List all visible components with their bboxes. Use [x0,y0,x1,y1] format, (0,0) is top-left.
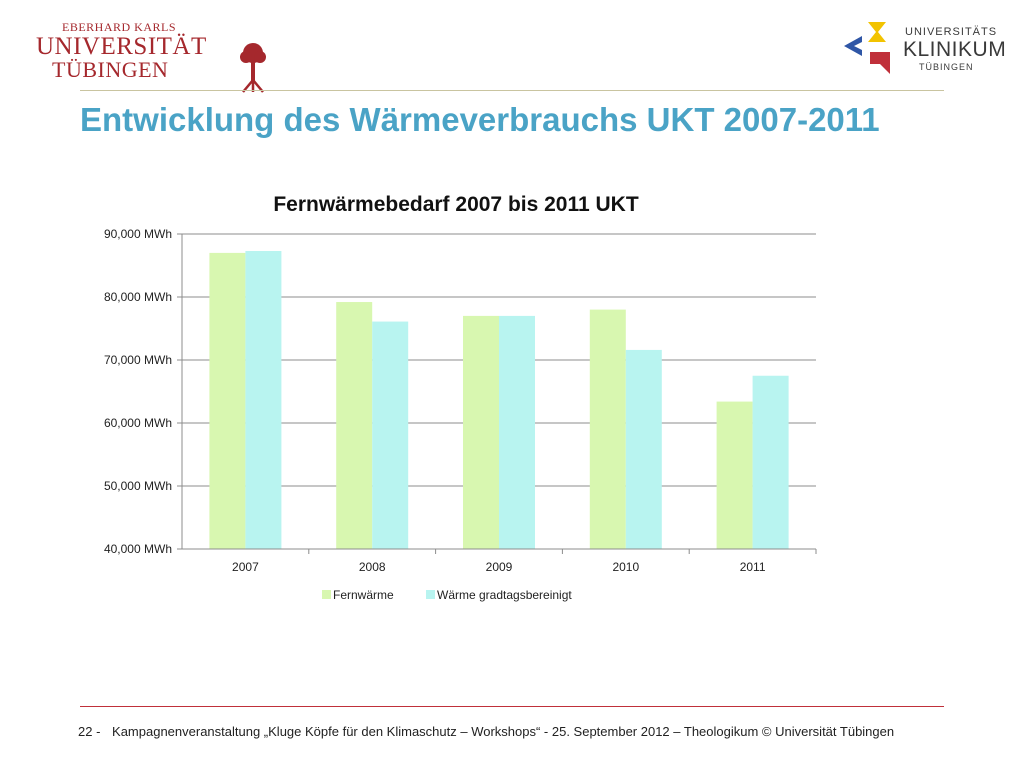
logo-right-line3: TÜBINGEN [919,62,974,72]
bar-waerme-gradtagsbereinigt [499,315,535,549]
ukt-chevrons-icon [844,22,890,74]
legend-swatch [426,590,435,599]
bar-fernwaerme [716,401,753,549]
logo-right-line1: UNIVERSITÄTS [905,26,998,38]
chart-title: Fernwärmebedarf 2007 bis 2011 UKT [273,193,639,216]
logo-left-line3: TÜBINGEN [52,57,169,82]
bar-waerme-gradtagsbereinigt [245,251,282,549]
x-tick-label: 2011 [740,560,766,574]
bar-fernwaerme [463,315,499,549]
x-tick-label: 2010 [612,560,639,574]
legend-label: Fernwärme [333,588,394,602]
footer-text: Kampagnenveranstaltung „Kluge Köpfe für … [112,724,895,739]
y-tick-label: 60,000 MWh [104,416,172,430]
footer-divider [80,706,944,707]
bar-fernwaerme [209,252,246,549]
bar-waerme-gradtagsbereinigt [372,321,409,549]
bar-fernwaerme [589,309,626,549]
y-tick-label: 80,000 MWh [104,290,172,304]
logo-right-line2: KLINIKUM [903,38,1007,61]
university-tuebingen-logo: EBERHARD KARLS UNIVERSITÄT TÜBINGEN [36,20,266,93]
logo-left-line1: EBERHARD KARLS [62,20,177,34]
x-tick-label: 2008 [359,560,386,574]
y-tick-label: 70,000 MWh [104,353,172,367]
universitaetsklinikum-logo: UNIVERSITÄTS KLINIKUM TÜBINGEN [840,18,1010,78]
x-tick-label: 2009 [486,560,513,574]
page-number: 22 - [78,724,101,739]
header-divider [80,90,944,91]
y-tick-label: 50,000 MWh [104,479,172,493]
legend-label: Wärme gradtagsbereinigt [437,588,572,602]
slide-title: Entwicklung des Wärmeverbrauchs UKT 2007… [80,101,880,138]
bar-fernwaerme [336,302,373,549]
x-tick-label: 2007 [232,560,259,574]
y-tick-label: 40,000 MWh [104,542,172,556]
bar-waerme-gradtagsbereinigt [625,349,662,549]
y-tick-label: 90,000 MWh [104,227,172,241]
bar-waerme-gradtagsbereinigt [752,375,789,549]
legend-swatch [322,590,331,599]
footer: 22 - Kampagnenveranstaltung „Kluge Köpfe… [78,724,894,739]
logo-left-line2: UNIVERSITÄT [36,33,207,60]
